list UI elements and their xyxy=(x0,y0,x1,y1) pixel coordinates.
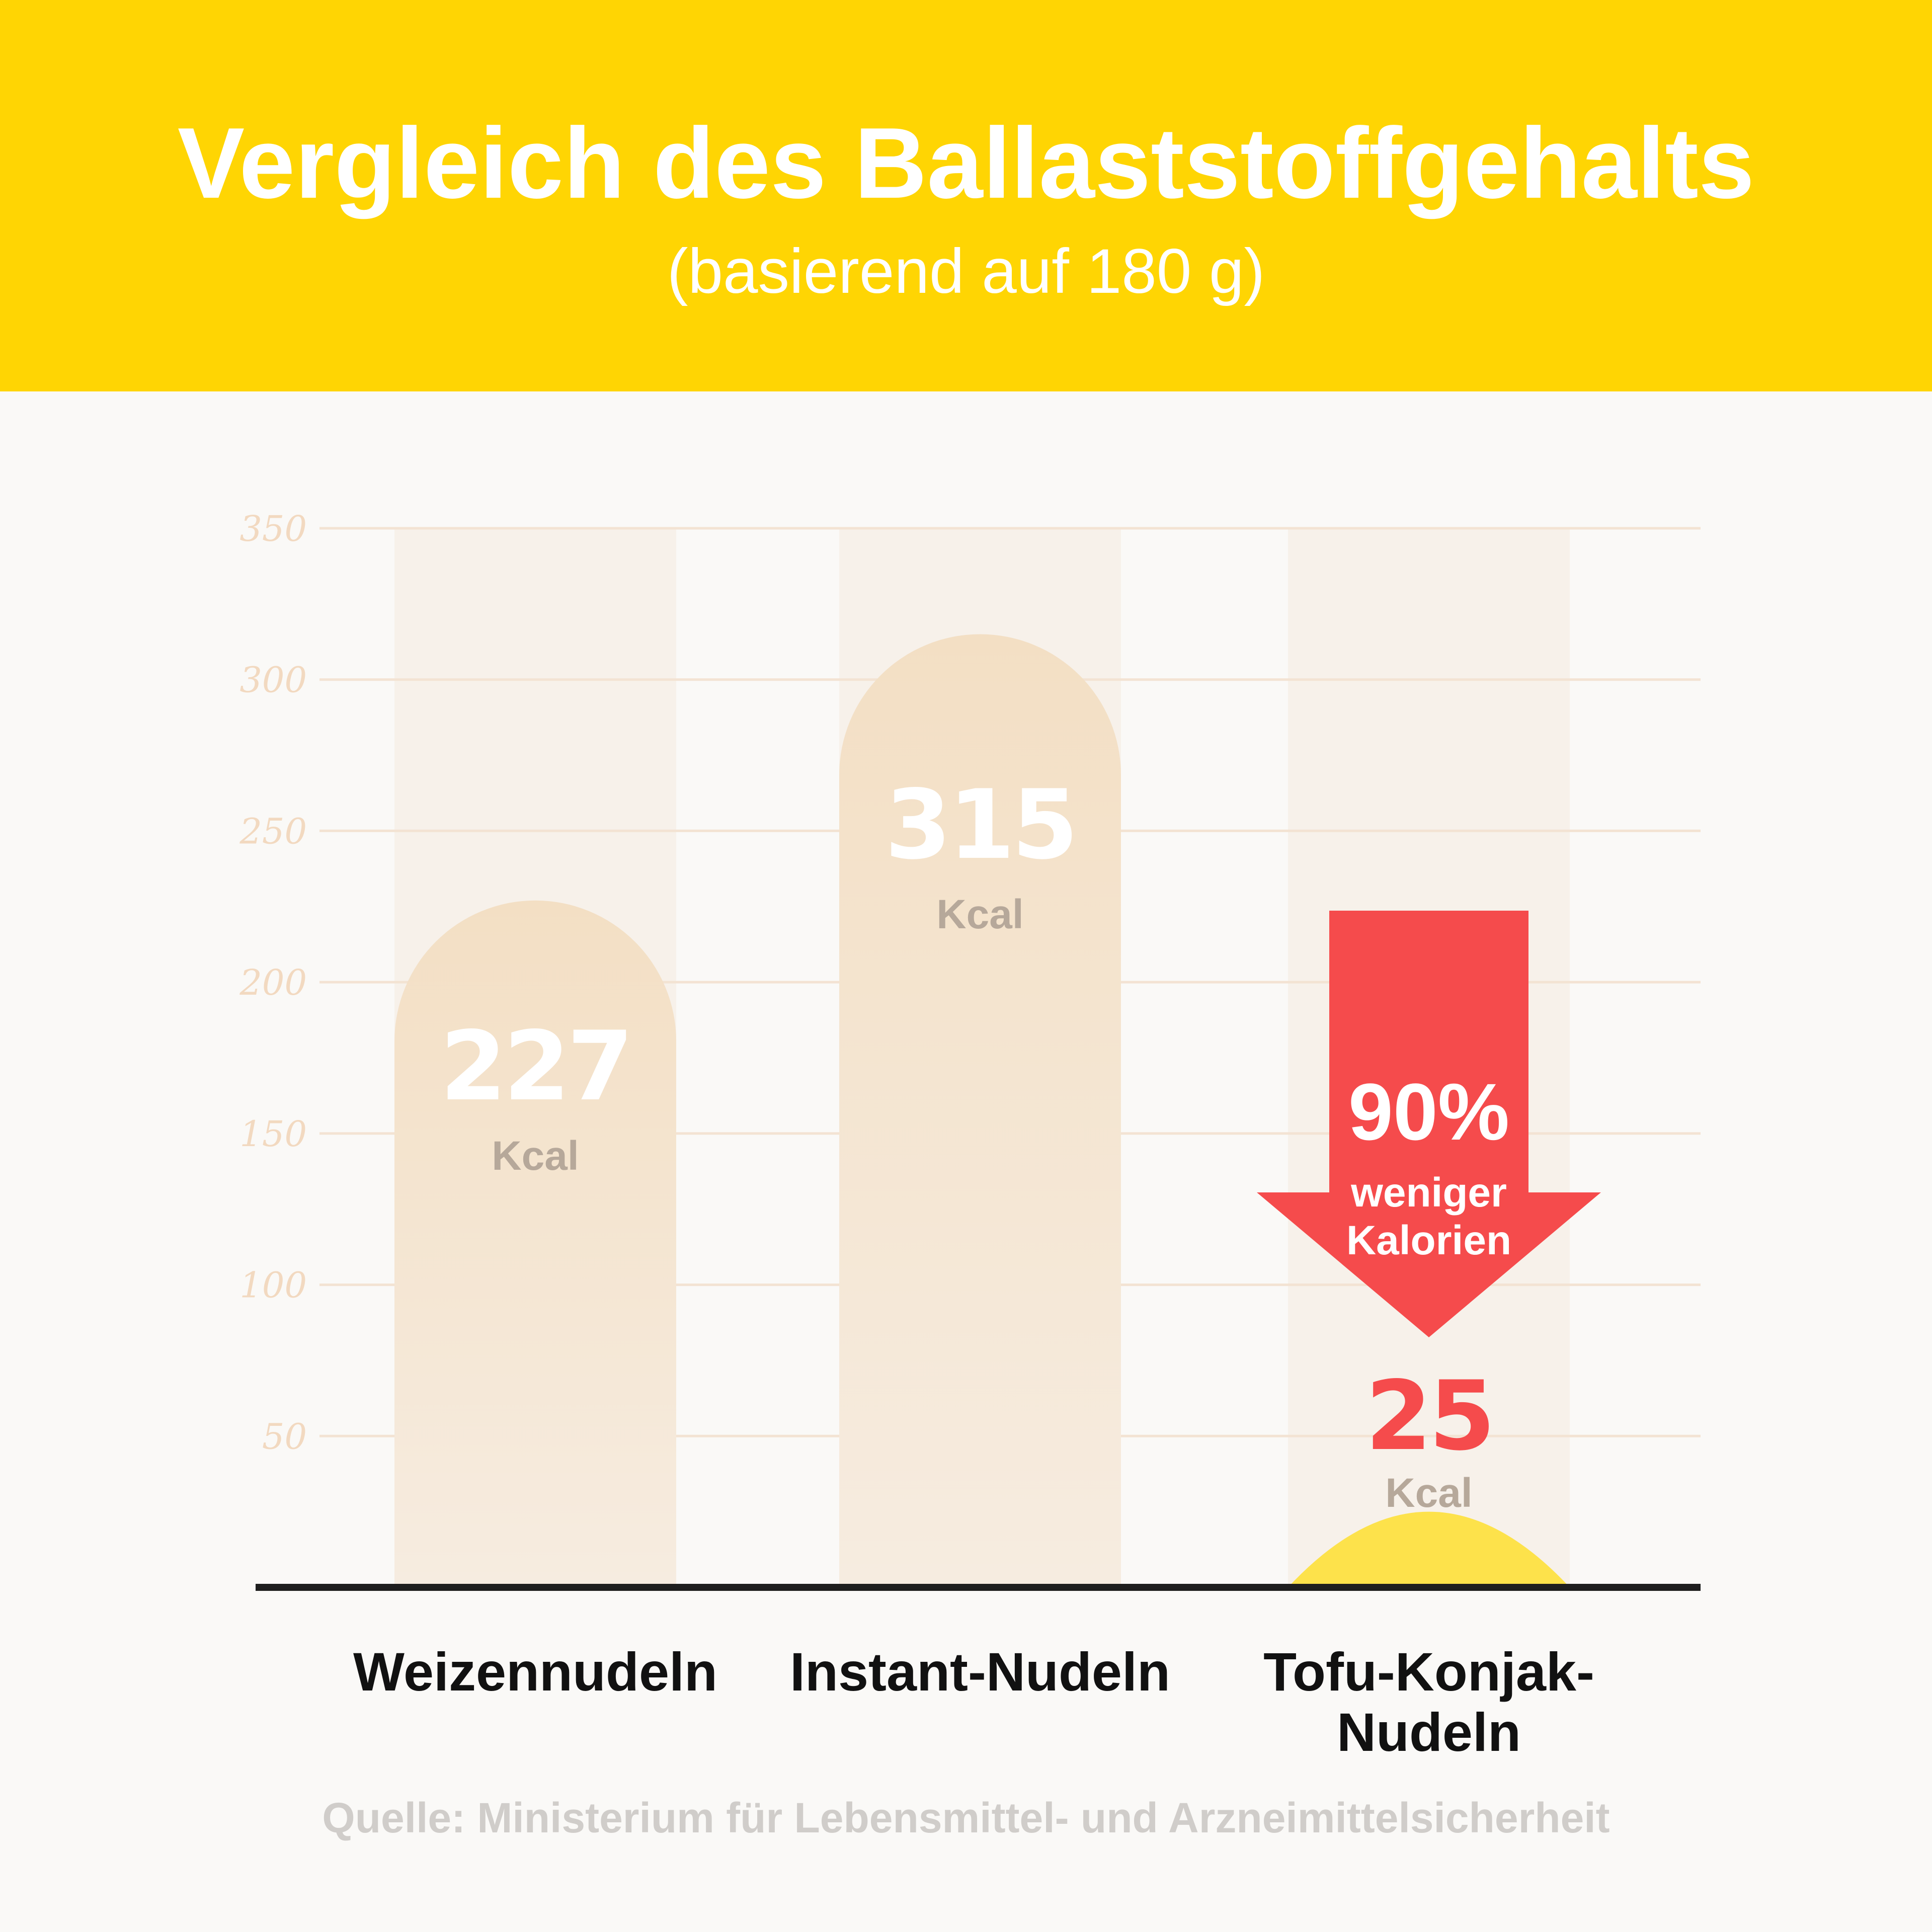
y-tick-label-250: 250 xyxy=(239,811,307,852)
category-label-1: Weizennudeln xyxy=(353,1641,717,1702)
arrow-percent: 90% xyxy=(1348,1067,1509,1157)
bar-weizennudeln xyxy=(394,900,676,1587)
category-label-2: Instant-Nudeln xyxy=(790,1641,1170,1702)
y-tick-label-50: 50 xyxy=(262,1416,307,1457)
unit-label-3: Kcal xyxy=(1385,1470,1472,1516)
unit-label-2: Kcal xyxy=(936,892,1023,937)
category-label-3-line2: Nudeln xyxy=(1337,1702,1521,1762)
value-label-3: 25 xyxy=(1365,1360,1492,1472)
source-note: Quelle: Ministerium für Lebensmittel- un… xyxy=(322,1794,1610,1841)
down-arrow-icon xyxy=(1257,911,1601,1337)
arrow-text-line1: weniger xyxy=(1350,1170,1507,1216)
header-banner: Vergleich des Ballaststoffgehalts (basie… xyxy=(0,0,1932,391)
value-label-2: 315 xyxy=(885,769,1076,880)
y-tick-label-150: 150 xyxy=(239,1113,307,1155)
value-label-1: 227 xyxy=(440,1011,631,1122)
y-tick-label-100: 100 xyxy=(239,1265,307,1306)
unit-label-1: Kcal xyxy=(492,1133,579,1179)
arrow-text-line2: Kalorien xyxy=(1346,1218,1511,1263)
y-tick-label-300: 300 xyxy=(239,660,307,701)
bar-instant-nudeln xyxy=(839,634,1121,1587)
y-tick-label-200: 200 xyxy=(239,962,307,1003)
y-tick-label-350: 350 xyxy=(239,508,307,549)
category-label-3-line1: Tofu-Konjak- xyxy=(1263,1641,1594,1702)
bar-tofu-konjak-nudeln xyxy=(1288,1511,1570,1587)
page-subtitle: (basierend auf 180 g) xyxy=(667,236,1265,306)
page-title: Vergleich des Ballaststoffgehalts xyxy=(177,107,1755,219)
